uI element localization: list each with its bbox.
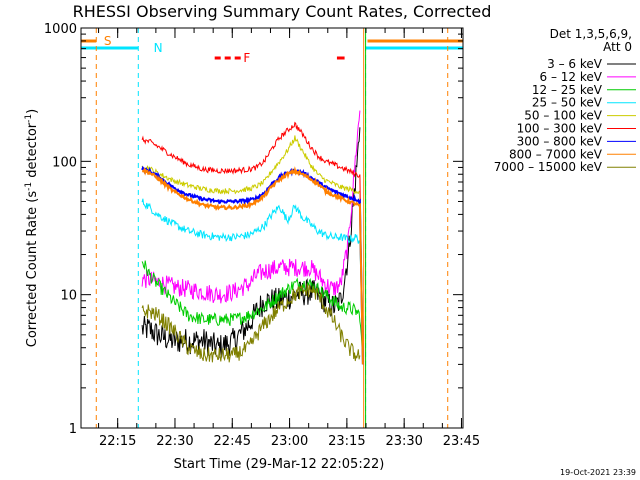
- night-marker-label: N: [154, 41, 163, 55]
- series-line-6: [141, 165, 364, 365]
- legend-label-1: 6 – 12 keV: [540, 70, 603, 84]
- series-line-1: [141, 110, 361, 304]
- series-line-5: [141, 121, 364, 365]
- series-line-7: [141, 166, 364, 365]
- plot-frame: [80, 27, 464, 429]
- x-tick-label: 22:45: [214, 434, 251, 449]
- flare-marker-label: F: [243, 51, 250, 65]
- series-line-0: [141, 127, 361, 359]
- legend-label-0: 3 – 6 keV: [547, 57, 603, 71]
- legend-title-line-2: Att 0: [603, 40, 632, 54]
- y-tick-label: 1000: [44, 22, 77, 37]
- generated-timestamp: 19-Oct-2021 23:39: [560, 468, 636, 477]
- x-tick-label: 23:00: [271, 434, 308, 449]
- series-line-3: [141, 198, 364, 365]
- axis-ticks: 1 10 100 1000 22:15 22:30 22:45 23:00 23:15 23:30…: [44, 22, 480, 449]
- legend-label-6: 300 – 800 keV: [517, 134, 603, 148]
- y-tick-label: 100: [52, 155, 77, 170]
- x-tick-label: 23:45: [443, 434, 480, 449]
- x-tick-label: 22:30: [156, 434, 193, 449]
- legend-label-7: 800 – 7000 keV: [509, 147, 603, 161]
- series-line-2: [141, 260, 364, 365]
- data-series: [141, 110, 364, 365]
- legend-label-5: 100 – 300 keV: [517, 122, 603, 136]
- legend-label-2: 12 – 25 keV: [532, 83, 603, 97]
- status-markers: S N F: [81, 28, 463, 428]
- y-axis-label: Corrected Count Rate (s-1 detector-1): [24, 109, 40, 347]
- y-tick-label: 10: [60, 289, 77, 304]
- x-axis-label: Start Time (29-Mar-12 22:05:22): [174, 457, 385, 472]
- chart-title: RHESSI Observing Summary Count Rates, Co…: [73, 2, 492, 21]
- x-tick-label: 23:30: [385, 434, 422, 449]
- legend-title-line-1: Det 1,3,5,6,9,: [550, 27, 632, 41]
- series-line-8: [141, 283, 361, 363]
- series-line-4: [141, 135, 364, 365]
- x-tick-label: 22:15: [99, 434, 136, 449]
- y-tick-label: 1: [69, 422, 77, 437]
- legend-label-4: 50 – 100 keV: [524, 109, 603, 123]
- saa-marker-label: S: [104, 34, 112, 48]
- legend-label-3: 25 – 50 keV: [532, 96, 603, 110]
- x-tick-label: 23:15: [328, 434, 365, 449]
- legend-label-8: 7000 – 15000 keV: [494, 160, 603, 174]
